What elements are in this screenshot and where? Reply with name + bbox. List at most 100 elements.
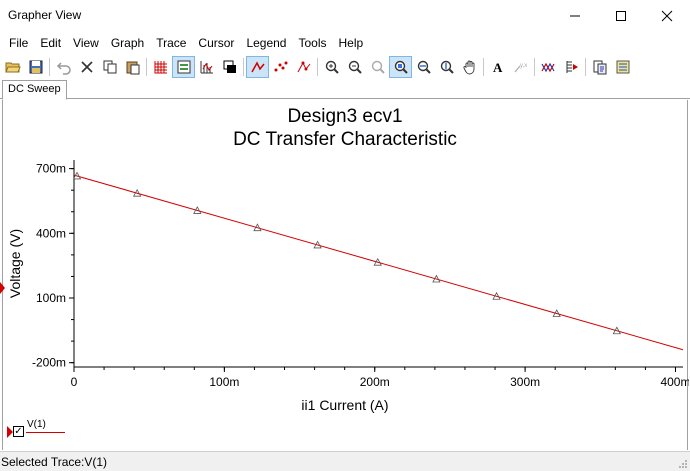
data-point-marker	[612, 326, 622, 335]
overlay-button[interactable]	[218, 56, 241, 78]
menu-help[interactable]: Help	[338, 36, 364, 50]
copy-icon	[103, 60, 116, 74]
menu-trace[interactable]: Trace	[156, 36, 187, 50]
plot-frame: Design3 ecv1 DC Transfer Characteristic 70…	[2, 100, 689, 450]
toolbar-separator	[534, 58, 535, 76]
zoom-y-button[interactable]	[435, 56, 458, 78]
copy-button[interactable]	[98, 56, 121, 78]
x-tick-label: 100m	[209, 375, 239, 389]
zoom-area-button[interactable]	[389, 56, 412, 78]
marker-button[interactable]	[560, 56, 583, 78]
legend-trace-line	[26, 432, 65, 433]
x-axis-label: ii1 Current (A)	[301, 397, 388, 413]
menu-legend[interactable]: Legend	[246, 36, 287, 50]
zoom-x-icon	[417, 60, 431, 74]
minimize-icon	[570, 15, 580, 16]
export-icon	[593, 60, 606, 75]
menu-edit[interactable]: Edit	[40, 36, 62, 50]
legend-button[interactable]	[172, 56, 195, 78]
cursor-icon	[250, 61, 265, 73]
resize-grip-icon[interactable]	[678, 459, 688, 469]
open-folder-icon	[4, 62, 21, 73]
data-points-button[interactable]	[269, 56, 292, 78]
legend-trace-label[interactable]: V(1)	[27, 419, 46, 430]
fine-grid-icon	[200, 61, 213, 74]
title-bar: Grapher View	[0, 0, 690, 31]
text-icon: A	[493, 60, 503, 75]
data-point-marker	[492, 291, 501, 300]
zoom-in-icon	[325, 60, 339, 74]
zoom-fit-icon	[371, 60, 385, 74]
trace-button[interactable]	[537, 56, 560, 78]
x-tick-label: 400m	[660, 375, 689, 389]
legend-icon	[177, 60, 190, 74]
data-point-marker	[552, 309, 561, 317]
close-button[interactable]	[644, 0, 690, 31]
pan-button[interactable]	[458, 56, 481, 78]
marker-icon	[566, 61, 578, 73]
series-line-V(1)	[73, 174, 684, 351]
menu-tools[interactable]: Tools	[298, 36, 327, 50]
menu-graph[interactable]: Graph	[110, 36, 145, 50]
menu-view[interactable]: View	[73, 36, 99, 50]
legend-selected-marker	[7, 426, 13, 438]
delete-button[interactable]	[75, 56, 98, 78]
zoom-out-button[interactable]	[343, 56, 366, 78]
peak-cursor-button[interactable]	[292, 56, 315, 78]
x-tick-label: 300m	[510, 375, 540, 389]
toolbar-separator	[483, 58, 484, 76]
menu-file[interactable]: File	[9, 36, 29, 50]
y-tick-label: -200m	[32, 356, 66, 370]
open-button[interactable]	[1, 56, 24, 78]
data-point-marker	[193, 206, 202, 214]
y-axis-label: Voltage (V)	[7, 229, 23, 298]
grid-button[interactable]	[149, 56, 172, 78]
svg-text:A: A	[493, 60, 503, 75]
peak-cursor-icon	[297, 61, 310, 73]
trace-icon	[540, 62, 555, 73]
zoom-in-button[interactable]	[320, 56, 343, 78]
window-title: Grapher View	[8, 8, 82, 22]
menu-cursor[interactable]: Cursor	[198, 36, 235, 50]
close-icon	[661, 10, 673, 21]
fine-grid-button[interactable]	[195, 56, 218, 78]
zoom-x-button[interactable]	[412, 56, 435, 78]
label-button[interactable]: y,x	[509, 56, 532, 78]
toolbar-separator	[243, 58, 244, 76]
data-point-marker	[253, 223, 262, 232]
data-point-marker	[373, 257, 382, 266]
y-tick-label: 400m	[36, 226, 66, 240]
toolbar: A y,x	[0, 55, 690, 79]
paste-button[interactable]	[121, 56, 144, 78]
status-bar: Selected Trace:V(1)	[0, 451, 690, 471]
properties-icon	[616, 60, 629, 74]
tab-dc-sweep[interactable]: DC Sweep	[2, 80, 67, 100]
toolbar-separator	[317, 58, 318, 76]
maximize-button[interactable]	[598, 0, 644, 31]
overlay-icon	[223, 60, 236, 73]
zoom-fit-button[interactable]	[366, 56, 389, 78]
data-point-marker	[72, 171, 82, 180]
cursor-button[interactable]	[246, 56, 269, 78]
status-text: Selected Trace:V(1)	[1, 455, 108, 469]
legend-trace-checkbox[interactable]: ✓	[13, 426, 24, 437]
tab-strip: DC Sweep	[0, 79, 690, 100]
data-points-icon	[274, 61, 287, 72]
export-button[interactable]	[588, 56, 611, 78]
minimize-button[interactable]	[552, 0, 598, 31]
save-button[interactable]	[24, 56, 47, 78]
delete-icon	[80, 61, 93, 73]
x-tick-label: 0	[71, 375, 78, 389]
chart-title: Design3 ecv1	[287, 106, 402, 127]
chart-subtitle: DC Transfer Characteristic	[233, 129, 457, 150]
label-icon: y,x	[514, 63, 527, 73]
zoom-out-icon	[348, 60, 362, 74]
text-button[interactable]: A	[486, 56, 509, 78]
undo-button[interactable]	[52, 56, 75, 78]
x-tick-label: 200m	[360, 375, 390, 389]
y-tick-label: 100m	[36, 291, 66, 305]
properties-button[interactable]	[611, 56, 634, 78]
zoom-area-icon	[394, 60, 408, 74]
paste-icon	[126, 61, 139, 75]
